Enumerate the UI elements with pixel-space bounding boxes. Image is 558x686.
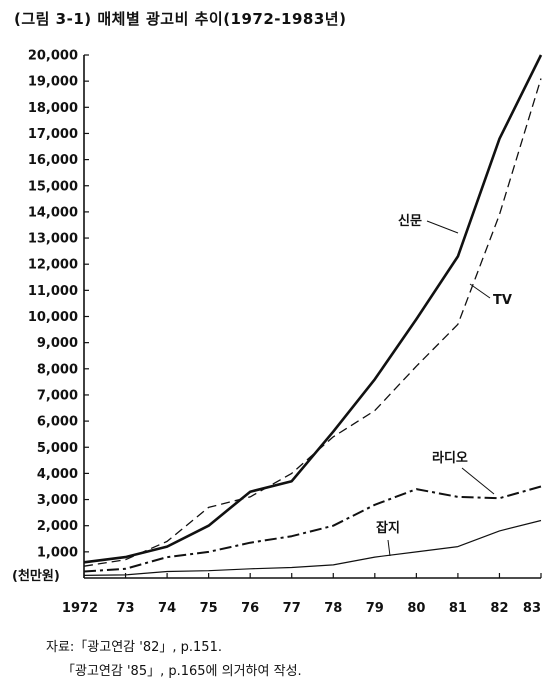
y-tick-label: 12,000 [28, 258, 78, 273]
x-tick-label: 80 [407, 601, 425, 616]
x-tick-label: 73 [116, 601, 134, 616]
series-leader-line [387, 539, 391, 557]
chart-axes [83, 55, 541, 579]
chart-title: (그림 3-1) 매체별 광고비 추이(1972-1983년) [14, 10, 347, 28]
y-tick-label: 19,000 [28, 75, 78, 90]
y-tick-label: 7,000 [37, 388, 78, 403]
series-line-3 [83, 519, 542, 576]
x-tick-label: 77 [283, 601, 301, 616]
series-label: 신문 [398, 214, 422, 229]
y-tick-label: 2,000 [37, 519, 78, 534]
series-label: 라디오 [432, 450, 468, 466]
y-tick-label: 17,000 [28, 127, 78, 142]
y-tick-label: 10,000 [28, 310, 78, 325]
series-line-1 [83, 78, 542, 567]
series-leader-line [461, 467, 495, 495]
y-tick-label: 14,000 [28, 205, 78, 220]
x-tick-label: 75 [200, 601, 218, 616]
series-line-0 [83, 54, 543, 564]
x-tick-label: 74 [158, 601, 176, 616]
y-axis-unit-label: (천만원) [12, 569, 60, 584]
y-tick-label: 3,000 [37, 493, 78, 508]
y-tick-label: 4,000 [37, 467, 78, 482]
y-tick-label: 20,000 [28, 49, 78, 64]
series-leader-line [426, 220, 459, 234]
source-note-line-2: 「광고연감 '85」, p.165에 의거하여 작성. [62, 664, 302, 679]
x-tick-label: 83 [523, 601, 541, 616]
y-axis-ticks: 1,000 2,000 3,000 4,000 5,000 6,000 7,000 8,000… [28, 49, 89, 560]
x-tick-label: 81 [449, 601, 467, 616]
y-tick-label: 5,000 [37, 441, 78, 456]
y-tick-label: 11,000 [28, 284, 78, 299]
y-tick-label: 16,000 [28, 153, 78, 168]
y-tick-label: 9,000 [37, 336, 78, 351]
y-tick-label: 18,000 [28, 101, 78, 116]
x-tick-label: 76 [241, 601, 259, 616]
series-leader-line [469, 283, 491, 299]
x-tick-label: 82 [490, 601, 508, 616]
source-note-line-1: 자료:「광고연감 '82」, p.151. [46, 640, 222, 655]
x-tick-label: 79 [366, 601, 384, 616]
x-tick-label: 78 [324, 601, 342, 616]
series-label: 잡지 [376, 521, 400, 536]
y-tick-label: 1,000 [37, 545, 78, 560]
y-tick-label: 15,000 [28, 179, 78, 194]
y-tick-label: 13,000 [28, 232, 78, 247]
x-axis-ticks: 1972 73 74 75 76 77 78 79 80 81 82 83 [62, 573, 542, 616]
y-tick-label: 8,000 [37, 362, 78, 377]
y-tick-label: 6,000 [37, 415, 78, 430]
series-line-2 [83, 485, 542, 573]
series-lines [83, 54, 543, 576]
series-label: TV [493, 293, 512, 308]
x-tick-label: 1972 [62, 601, 98, 616]
